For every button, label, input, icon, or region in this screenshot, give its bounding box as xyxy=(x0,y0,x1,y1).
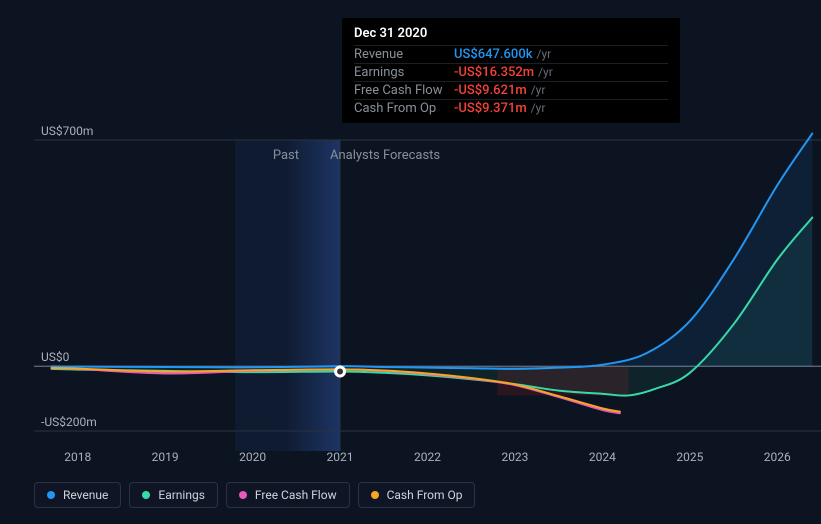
legend-dot xyxy=(239,491,247,499)
tooltip-row: Earnings-US$16.352m/yr xyxy=(354,63,668,81)
y-axis-label: US$700m xyxy=(41,124,93,138)
tooltip-metric-value: US$647.600k xyxy=(454,47,533,62)
tooltip-metric-value: -US$9.621m xyxy=(454,83,527,98)
y-axis-label: -US$200m xyxy=(41,415,97,429)
legend-item-earnings[interactable]: Earnings xyxy=(129,482,218,508)
x-axis-label: 2021 xyxy=(327,450,354,464)
tooltip-metric-label: Free Cash Flow xyxy=(354,83,454,98)
legend-label: Revenue xyxy=(63,488,108,502)
tooltip-metric-unit: /yr xyxy=(537,47,552,61)
past-section-label: Past xyxy=(273,148,299,163)
legend-dot xyxy=(47,491,55,499)
x-axis-label: 2024 xyxy=(589,450,616,464)
x-axis-label: 2025 xyxy=(676,450,703,464)
x-axis-label: 2023 xyxy=(501,450,528,464)
legend-dot xyxy=(371,491,379,499)
chart-legend: Revenue Earnings Free Cash Flow Cash From O… xyxy=(34,482,475,508)
tooltip-metric-value: -US$16.352m xyxy=(454,65,534,80)
x-axis-label: 2022 xyxy=(414,450,441,464)
legend-dot xyxy=(142,491,150,499)
x-axis-label: 2019 xyxy=(152,450,179,464)
financials-chart: Dec 31 2020 RevenueUS$647.600k/yrEarning… xyxy=(17,0,804,524)
legend-item-fcf[interactable]: Free Cash Flow xyxy=(226,482,350,508)
legend-item-cfo[interactable]: Cash From Op xyxy=(358,482,476,508)
tooltip-metric-label: Cash From Op xyxy=(354,101,454,116)
tooltip-row: RevenueUS$647.600k/yr xyxy=(354,45,668,63)
tooltip-metric-unit: /yr xyxy=(531,101,546,115)
x-axis-label: 2020 xyxy=(239,450,266,464)
forecast-section-label: Analysts Forecasts xyxy=(330,148,440,163)
legend-item-revenue[interactable]: Revenue xyxy=(34,482,121,508)
legend-label: Earnings xyxy=(158,488,205,502)
chart-tooltip: Dec 31 2020 RevenueUS$647.600k/yrEarning… xyxy=(342,18,680,123)
tooltip-metric-unit: /yr xyxy=(538,65,553,79)
tooltip-row: Cash From Op-US$9.371m/yr xyxy=(354,99,668,117)
tooltip-metric-label: Earnings xyxy=(354,65,454,80)
x-axis-label: 2026 xyxy=(764,450,791,464)
tooltip-date: Dec 31 2020 xyxy=(354,26,668,41)
tooltip-row: Free Cash Flow-US$9.621m/yr xyxy=(354,81,668,99)
tooltip-metric-unit: /yr xyxy=(531,83,546,97)
tooltip-metric-label: Revenue xyxy=(354,47,454,62)
legend-label: Free Cash Flow xyxy=(255,488,337,502)
x-axis-label: 2018 xyxy=(64,450,91,464)
y-axis-label: US$0 xyxy=(41,350,69,364)
legend-label: Cash From Op xyxy=(387,488,463,502)
tooltip-metric-value: -US$9.371m xyxy=(454,101,527,116)
